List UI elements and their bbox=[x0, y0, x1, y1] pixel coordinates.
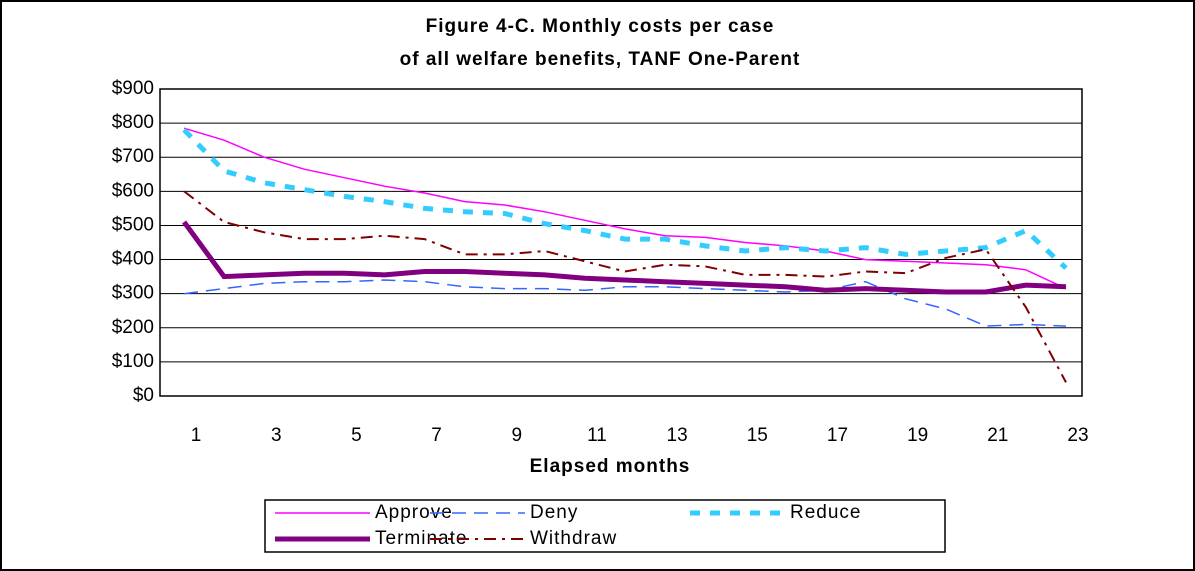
x-tick-label: 7 bbox=[431, 425, 442, 446]
y-tick-label: $900 bbox=[112, 78, 154, 99]
y-tick-label: $600 bbox=[112, 180, 154, 201]
legend-label: Withdraw bbox=[530, 528, 617, 549]
x-tick-label: 1 bbox=[191, 425, 202, 446]
x-tick-label: 9 bbox=[511, 425, 522, 446]
series-line bbox=[183, 127, 1067, 290]
y-tick-label: $300 bbox=[112, 283, 154, 304]
series-line bbox=[182, 128, 1068, 270]
x-tick-label: 17 bbox=[827, 425, 848, 446]
y-tick-label: $700 bbox=[112, 146, 154, 167]
chart-title: of all welfare benefits, TANF One-Parent bbox=[400, 49, 801, 70]
series-line bbox=[184, 279, 1067, 327]
legend-label: Deny bbox=[530, 502, 578, 523]
legend-label: Terminate bbox=[375, 528, 467, 549]
chart-title: Figure 4-C. Monthly costs per case bbox=[426, 16, 775, 37]
y-tick-label: $0 bbox=[133, 385, 154, 406]
x-tick-label: 21 bbox=[987, 425, 1008, 446]
x-tick-label: 23 bbox=[1067, 425, 1088, 446]
legend-label: Reduce bbox=[790, 502, 862, 523]
plot-area bbox=[159, 88, 1083, 397]
series-line bbox=[182, 220, 1067, 295]
x-tick-label: 13 bbox=[667, 425, 688, 446]
x-tick-label: 19 bbox=[907, 425, 928, 446]
series-line bbox=[183, 190, 1067, 383]
x-tick-label: 3 bbox=[271, 425, 282, 446]
y-tick-label: $100 bbox=[112, 351, 154, 372]
y-tick-label: $200 bbox=[112, 317, 154, 338]
x-tick-label: 5 bbox=[351, 425, 362, 446]
y-tick-label: $400 bbox=[112, 249, 154, 270]
x-tick-label: 11 bbox=[587, 425, 607, 446]
legend-label: Approve bbox=[375, 502, 453, 523]
x-tick-label: 15 bbox=[747, 425, 768, 446]
legend-box bbox=[264, 499, 946, 553]
y-tick-label: $500 bbox=[112, 214, 154, 235]
y-tick-label: $800 bbox=[112, 112, 154, 133]
x-axis-title: Elapsed months bbox=[530, 456, 691, 477]
